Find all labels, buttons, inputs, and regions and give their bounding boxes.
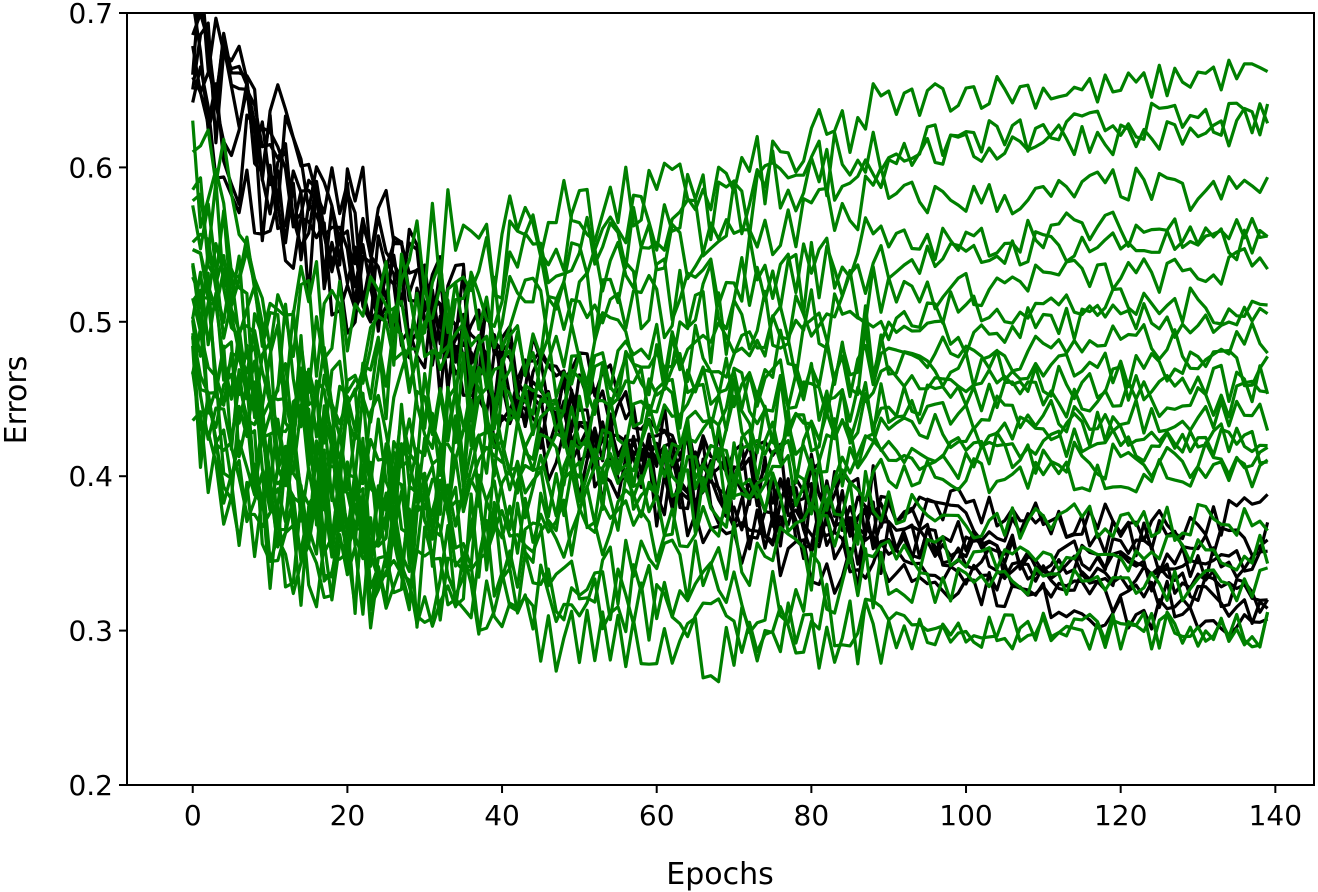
series-line-green-10 xyxy=(191,103,1270,426)
series-line-green-13 xyxy=(192,225,1269,445)
series-line-green-14 xyxy=(191,247,1269,486)
x-tick-label: 40 xyxy=(484,799,520,832)
x-axis-title: Epochs xyxy=(666,857,774,892)
series-layer xyxy=(191,13,1270,684)
y-tick-label: 0.6 xyxy=(68,151,113,184)
y-tick-label: 0.7 xyxy=(68,0,113,30)
x-tick-label: 20 xyxy=(330,799,366,832)
x-tick-label: 140 xyxy=(1249,799,1302,832)
series-line-green-24 xyxy=(191,371,1269,612)
y-tick-label: 0.4 xyxy=(68,460,113,493)
x-tick-label: 0 xyxy=(184,799,202,832)
y-tick-label: 0.5 xyxy=(68,306,113,339)
y-axis-title: Errors xyxy=(0,356,34,445)
series-line-green-30 xyxy=(192,248,1270,606)
x-tick-label: 120 xyxy=(1094,799,1147,832)
series-line-green-12 xyxy=(191,202,1268,447)
y-axis-ticks: 0.2 0.3 0.4 0.5 0.6 0.7 xyxy=(68,0,127,802)
x-tick-label: 100 xyxy=(939,799,992,832)
y-tick-label: 0.3 xyxy=(68,615,113,648)
x-axis-ticks: 0 20 40 60 80 100 120 140 xyxy=(184,785,1302,832)
series-line-green-26 xyxy=(191,232,1269,569)
y-tick-label: 0.2 xyxy=(68,769,113,802)
x-tick-label: 80 xyxy=(794,799,830,832)
series-line-green-15 xyxy=(191,270,1268,487)
series-line-green-9 xyxy=(191,101,1270,394)
x-tick-label: 60 xyxy=(639,799,675,832)
series-line-green-28 xyxy=(191,297,1270,684)
series-line-green-27 xyxy=(191,325,1270,655)
series-line-green-25 xyxy=(191,410,1269,630)
series-line-green-29 xyxy=(191,301,1269,635)
plot-frame xyxy=(126,12,1315,786)
